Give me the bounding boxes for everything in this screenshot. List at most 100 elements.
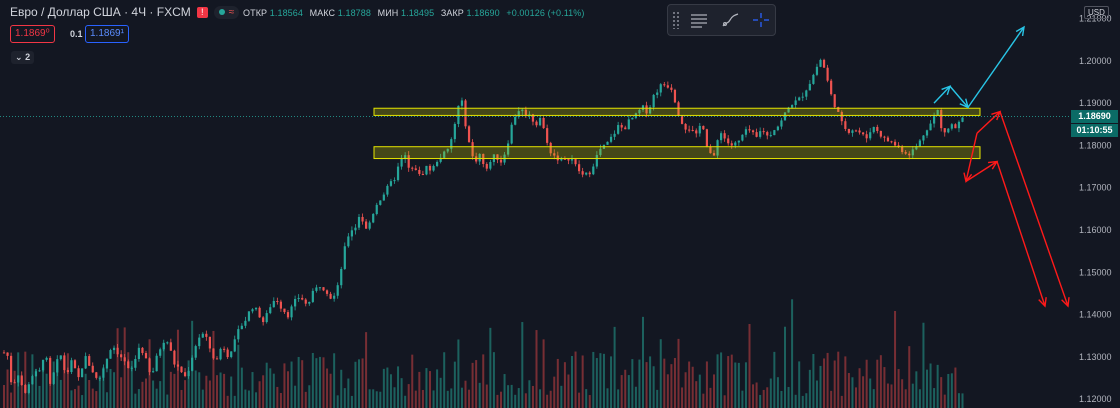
candle-body xyxy=(365,221,368,229)
candle-body xyxy=(141,347,144,354)
volume-bar xyxy=(45,373,48,408)
volume-bar xyxy=(500,391,502,408)
candle-body xyxy=(592,166,595,175)
candle-body xyxy=(322,287,325,291)
volume-bar xyxy=(400,378,403,408)
candle-body xyxy=(698,125,701,134)
volume-bar xyxy=(794,394,797,408)
candle-body xyxy=(567,159,570,161)
volume-bar xyxy=(389,374,392,408)
volume-bar xyxy=(908,346,911,408)
candle-body xyxy=(361,216,364,222)
volume-bar xyxy=(673,358,676,408)
candle-body xyxy=(890,141,893,143)
candle-body xyxy=(844,121,847,129)
volume-bar xyxy=(631,359,634,408)
volume-bar xyxy=(549,390,552,408)
volume-bar xyxy=(894,311,897,408)
currency-label[interactable]: USD xyxy=(1084,6,1109,19)
candle-body xyxy=(411,167,414,169)
volume-bar xyxy=(127,352,130,408)
candle-body xyxy=(464,100,467,127)
volume-bar xyxy=(723,395,726,408)
candle-body xyxy=(41,359,45,371)
candle-body xyxy=(925,130,929,136)
candle-body xyxy=(883,136,886,138)
volume-bar xyxy=(954,367,957,408)
market-closed-icon[interactable]: ! xyxy=(196,6,208,18)
candle-body xyxy=(727,138,730,144)
candle-body xyxy=(77,368,80,378)
candle-body xyxy=(318,287,322,289)
volume-bar xyxy=(563,362,566,408)
candle-body xyxy=(656,92,659,95)
volume-bar xyxy=(571,355,573,408)
symbol-title[interactable]: Евро / Доллар США · 4Ч · FXCM xyxy=(10,5,191,19)
volume-bar xyxy=(91,388,94,408)
volume-bar xyxy=(233,395,236,408)
volume-bar xyxy=(851,377,854,408)
sell-button[interactable]: 1.1869⁰ xyxy=(10,25,55,43)
brush-icon[interactable] xyxy=(716,8,743,32)
volume-bar xyxy=(805,393,808,408)
candle-body xyxy=(159,349,162,356)
volume-bar xyxy=(141,381,144,408)
candle-body xyxy=(308,301,311,304)
candle-body xyxy=(52,372,55,384)
volume-bar xyxy=(823,358,826,408)
volume-bar xyxy=(393,387,396,408)
candle-body xyxy=(389,181,393,186)
volume-bar xyxy=(585,389,588,408)
volume-bar xyxy=(205,375,208,408)
candle-body xyxy=(766,132,769,136)
volume-bar xyxy=(769,378,772,408)
candle-body xyxy=(418,169,421,174)
volume-bar xyxy=(382,368,385,408)
y-tick-label: 1.16000 xyxy=(1079,225,1112,235)
volume-bar xyxy=(581,355,584,408)
grip-icon[interactable] xyxy=(672,11,681,29)
candle-body xyxy=(666,85,669,88)
candle-body xyxy=(311,290,314,302)
volume-bar xyxy=(595,358,598,408)
volume-bar xyxy=(833,360,836,408)
volume-bar xyxy=(663,358,666,408)
volume-bar xyxy=(624,369,627,408)
volume-bar xyxy=(539,389,542,408)
volume-bar xyxy=(819,365,822,408)
candle-body xyxy=(70,360,73,373)
candle-body xyxy=(751,130,755,133)
y-tick-label: 1.14000 xyxy=(1079,310,1112,320)
candle-body xyxy=(56,359,59,373)
volume-bar xyxy=(815,380,818,408)
template-lines-icon[interactable] xyxy=(685,8,712,32)
candles xyxy=(2,58,964,395)
candle-body xyxy=(20,375,23,386)
bearish-arrow xyxy=(999,111,1069,307)
candle-body xyxy=(822,59,826,68)
buy-button[interactable]: 1.1869¹ xyxy=(85,25,129,43)
zone-rect xyxy=(373,107,981,116)
volume-bar xyxy=(478,382,481,408)
status-pill[interactable]: ≈ xyxy=(213,5,240,19)
volume-bar xyxy=(333,353,336,408)
crosshair-icon[interactable] xyxy=(748,8,775,32)
volume-bar xyxy=(223,373,226,408)
candle-body xyxy=(407,155,410,168)
volume-bar xyxy=(70,390,73,408)
volume-bar xyxy=(915,371,918,408)
candle-body xyxy=(34,371,38,377)
volume-bar xyxy=(436,369,439,408)
candle-body xyxy=(471,142,474,157)
volume-bar xyxy=(109,368,112,408)
volume-bar xyxy=(152,380,155,408)
volume-bar xyxy=(855,387,857,408)
collapse-indicators-button[interactable]: ⌄ 2 xyxy=(11,51,35,64)
candle-body xyxy=(272,300,275,308)
volume-bar xyxy=(123,327,126,408)
volume-bar xyxy=(613,326,616,408)
candle-body xyxy=(354,227,357,231)
volume-bar xyxy=(933,388,936,408)
candle-body xyxy=(744,129,748,135)
